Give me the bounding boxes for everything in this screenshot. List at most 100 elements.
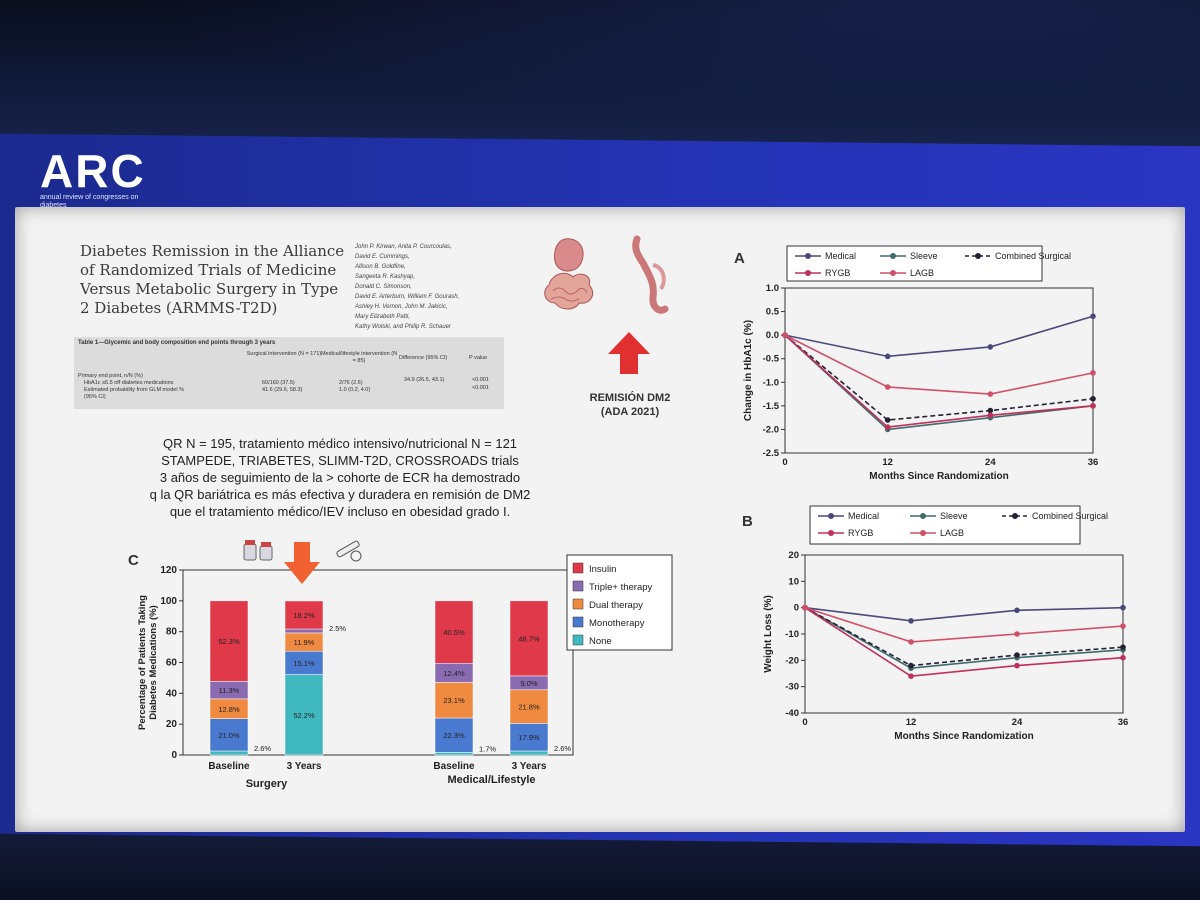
y-tick-label: 120 — [160, 565, 177, 576]
table-row-label: (95% CI) — [84, 394, 106, 400]
data-label: 48.7% — [518, 634, 540, 643]
table-row-label: HbA1c ≤6.5 off diabetes medications — [84, 380, 174, 386]
hba1c-line-chart: Medical Sleeve Combined Surgical RYGB LAGB 1.… — [743, 245, 1099, 482]
weight-loss-line-chart: Medical Sleeve Combined Surgical RYGB LAGB 20… — [763, 505, 1128, 742]
data-point — [987, 412, 994, 419]
y-tick-label: 100 — [160, 596, 177, 607]
y-tick-label: -2.5 — [763, 448, 780, 459]
table-col-surgical: Surgical intervention (N = 171) — [246, 351, 322, 357]
series-line — [804, 606, 1124, 622]
x-tick-label: 12 — [882, 457, 893, 468]
y-tick-label: 0.0 — [766, 330, 779, 341]
legend-label: Sleeve — [910, 251, 938, 261]
x-tick-label: 24 — [1012, 717, 1023, 728]
author-line: Mary Elizabeth Patti, — [355, 314, 411, 320]
table-col-medical: Medical/lifestyle intervention (N = 85) — [320, 351, 398, 364]
data-label: 1.7% — [479, 745, 496, 754]
table-cell: 41.6 (29.6, 58.3) — [262, 387, 303, 393]
series-line — [804, 606, 1124, 643]
bar-segment — [209, 600, 249, 682]
y-tick-label: 0.5 — [766, 307, 780, 318]
x-tick-label: 0 — [802, 717, 807, 728]
x-tick-label: 36 — [1088, 457, 1099, 468]
table-header: Table 1—Glycemic and body composition en… — [78, 340, 276, 346]
y-tick-label: -1.5 — [763, 401, 780, 412]
legend-marker — [975, 253, 981, 259]
bar-segment — [284, 600, 324, 630]
data-label: 2.5% — [329, 624, 346, 633]
y-tick-label: 0 — [171, 750, 177, 761]
y-tick-label: 80 — [166, 627, 178, 638]
data-point — [1120, 623, 1126, 629]
data-label: 2.6% — [554, 744, 571, 753]
summary-line: STAMPEDE, TRIABETES, SLIMM-T2D, CROSSROA… — [161, 453, 519, 468]
data-point — [908, 662, 914, 669]
logo-main: ARC — [40, 145, 146, 197]
paper-title: Diabetes Remission in the Alliance of Ra… — [80, 242, 345, 317]
data-label: 18.2% — [293, 611, 315, 620]
table-row-label: Primary end point, n/N (%) — [78, 373, 143, 379]
bar-segment — [209, 718, 249, 752]
y-tick-label: 20 — [788, 550, 799, 561]
table-cell: <0.001 — [472, 377, 489, 383]
bar-segment — [509, 689, 549, 724]
legend-box — [809, 505, 1081, 545]
y-tick-label: 60 — [166, 658, 178, 669]
data-label: 11.9% — [294, 638, 315, 647]
data-label: 11.3% — [219, 686, 240, 695]
data-point — [1014, 662, 1020, 669]
legend-label: Insulin — [589, 564, 616, 575]
remission-title: REMISIÓN DM2 — [589, 392, 671, 404]
bar-segment — [434, 600, 474, 664]
legend-label: Sleeve — [940, 511, 968, 521]
y-tick-label: 1.0 — [766, 283, 779, 294]
legend-box — [566, 554, 673, 651]
data-point — [1014, 607, 1020, 614]
table-col-diff: Difference (95% CI) — [399, 355, 448, 361]
legend-swatch — [572, 634, 584, 646]
summary-line: 3 años de seguimiento de la > cohorte de… — [159, 470, 521, 485]
x-axis-label: Months Since Randomization — [894, 731, 1033, 742]
data-label: 2.6% — [254, 744, 271, 753]
series-line — [784, 334, 1094, 395]
legend-swatch — [572, 598, 584, 610]
table-cell: <0.001 — [472, 385, 489, 391]
bar-segment — [509, 723, 549, 752]
data-label: 23.1% — [443, 696, 465, 705]
data-point — [1120, 604, 1126, 611]
x-axis-label: Months Since Randomization — [869, 471, 1008, 482]
summary-line: QR N = 195, tratamiento médico intensivo… — [162, 436, 518, 451]
legend-label: Medical — [825, 251, 856, 261]
data-point — [884, 353, 891, 360]
bar-segment — [209, 750, 249, 756]
bar-segment — [284, 628, 324, 634]
panel-label-a: A — [734, 250, 745, 267]
data-point — [1090, 395, 1096, 402]
results-table: Table 1—Glycemic and body composition en… — [74, 337, 504, 409]
y-tick-label: 20 — [166, 719, 178, 730]
legend-label: Monotherapy — [589, 618, 645, 629]
series-line — [784, 334, 1094, 431]
table-cell: 1.0 (0.2, 4.0) — [339, 387, 371, 393]
series-line — [804, 606, 1124, 667]
data-point — [987, 344, 994, 350]
author-line: David E. Cummings, — [355, 254, 410, 260]
data-point — [987, 407, 994, 414]
data-point — [802, 604, 808, 611]
remission-label: REMISIÓN DM2 (ADA 2021) — [575, 391, 685, 419]
data-label: 21.0% — [218, 731, 240, 740]
legend-label: LAGB — [940, 528, 964, 538]
panel-label-c: C — [128, 552, 139, 569]
legend-label: Medical — [848, 511, 879, 521]
author-line: Kathy Wolski, and Philip R. Schauer — [355, 324, 452, 330]
y-tick-label: -2.0 — [763, 424, 779, 435]
data-label: 15.1% — [293, 659, 315, 668]
x-tick-label: 24 — [985, 457, 996, 468]
legend-marker — [890, 270, 896, 276]
data-label: 21.8% — [518, 703, 540, 712]
data-point — [884, 384, 891, 390]
table-cell: 60/160 (37.5) — [262, 380, 295, 386]
series-line — [784, 334, 1094, 428]
legend-label: RYGB — [825, 268, 850, 278]
data-point — [987, 391, 994, 397]
